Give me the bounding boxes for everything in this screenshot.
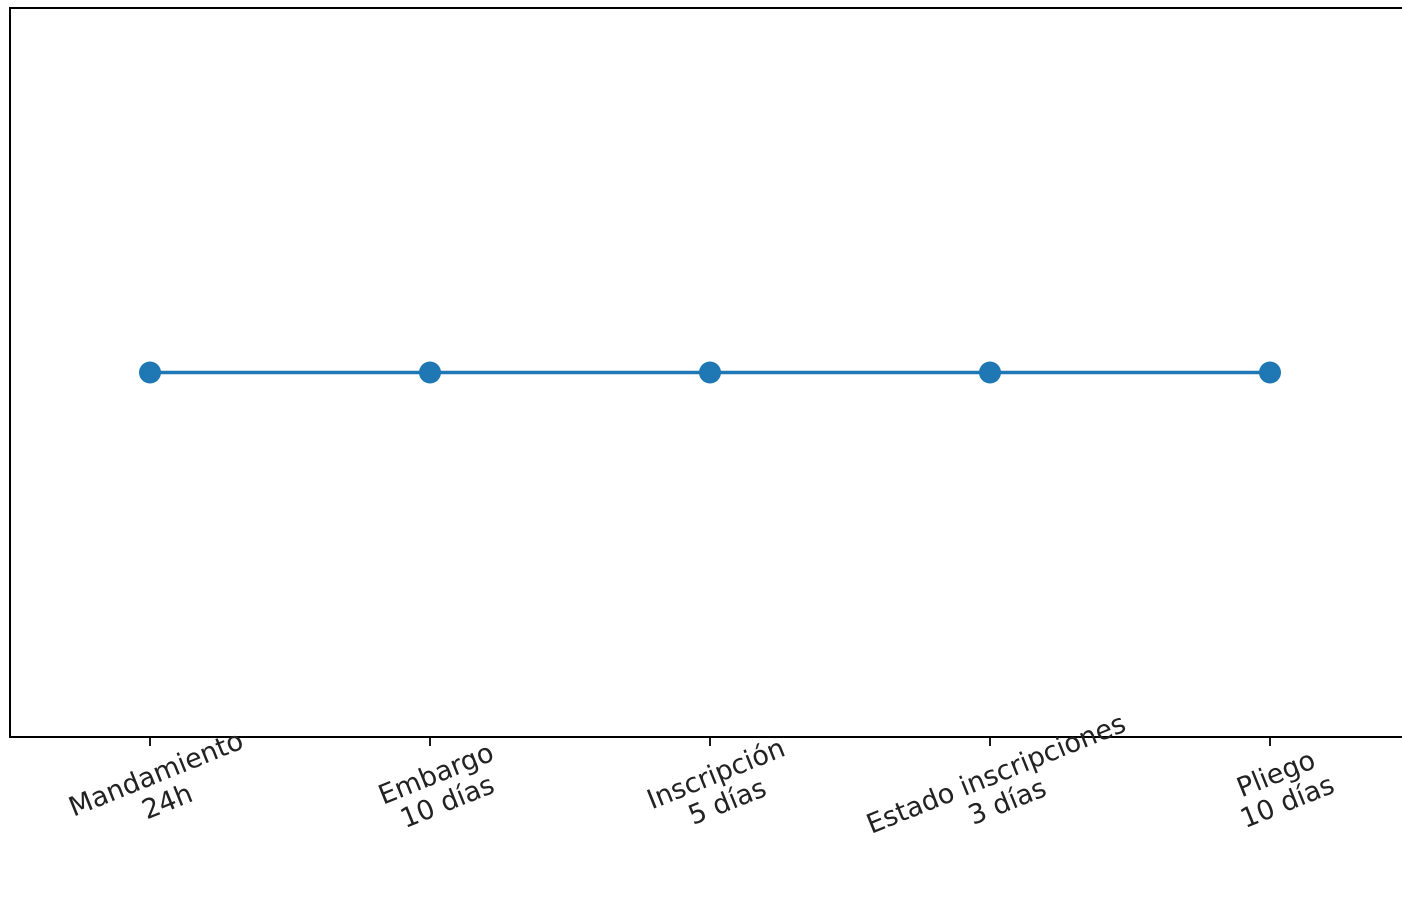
x-axis <box>149 737 1271 746</box>
data-point <box>979 361 1001 384</box>
data-point <box>419 361 441 384</box>
data-point <box>139 361 161 384</box>
series-layer <box>139 361 1281 384</box>
data-point <box>699 361 721 384</box>
data-point <box>1259 361 1281 384</box>
